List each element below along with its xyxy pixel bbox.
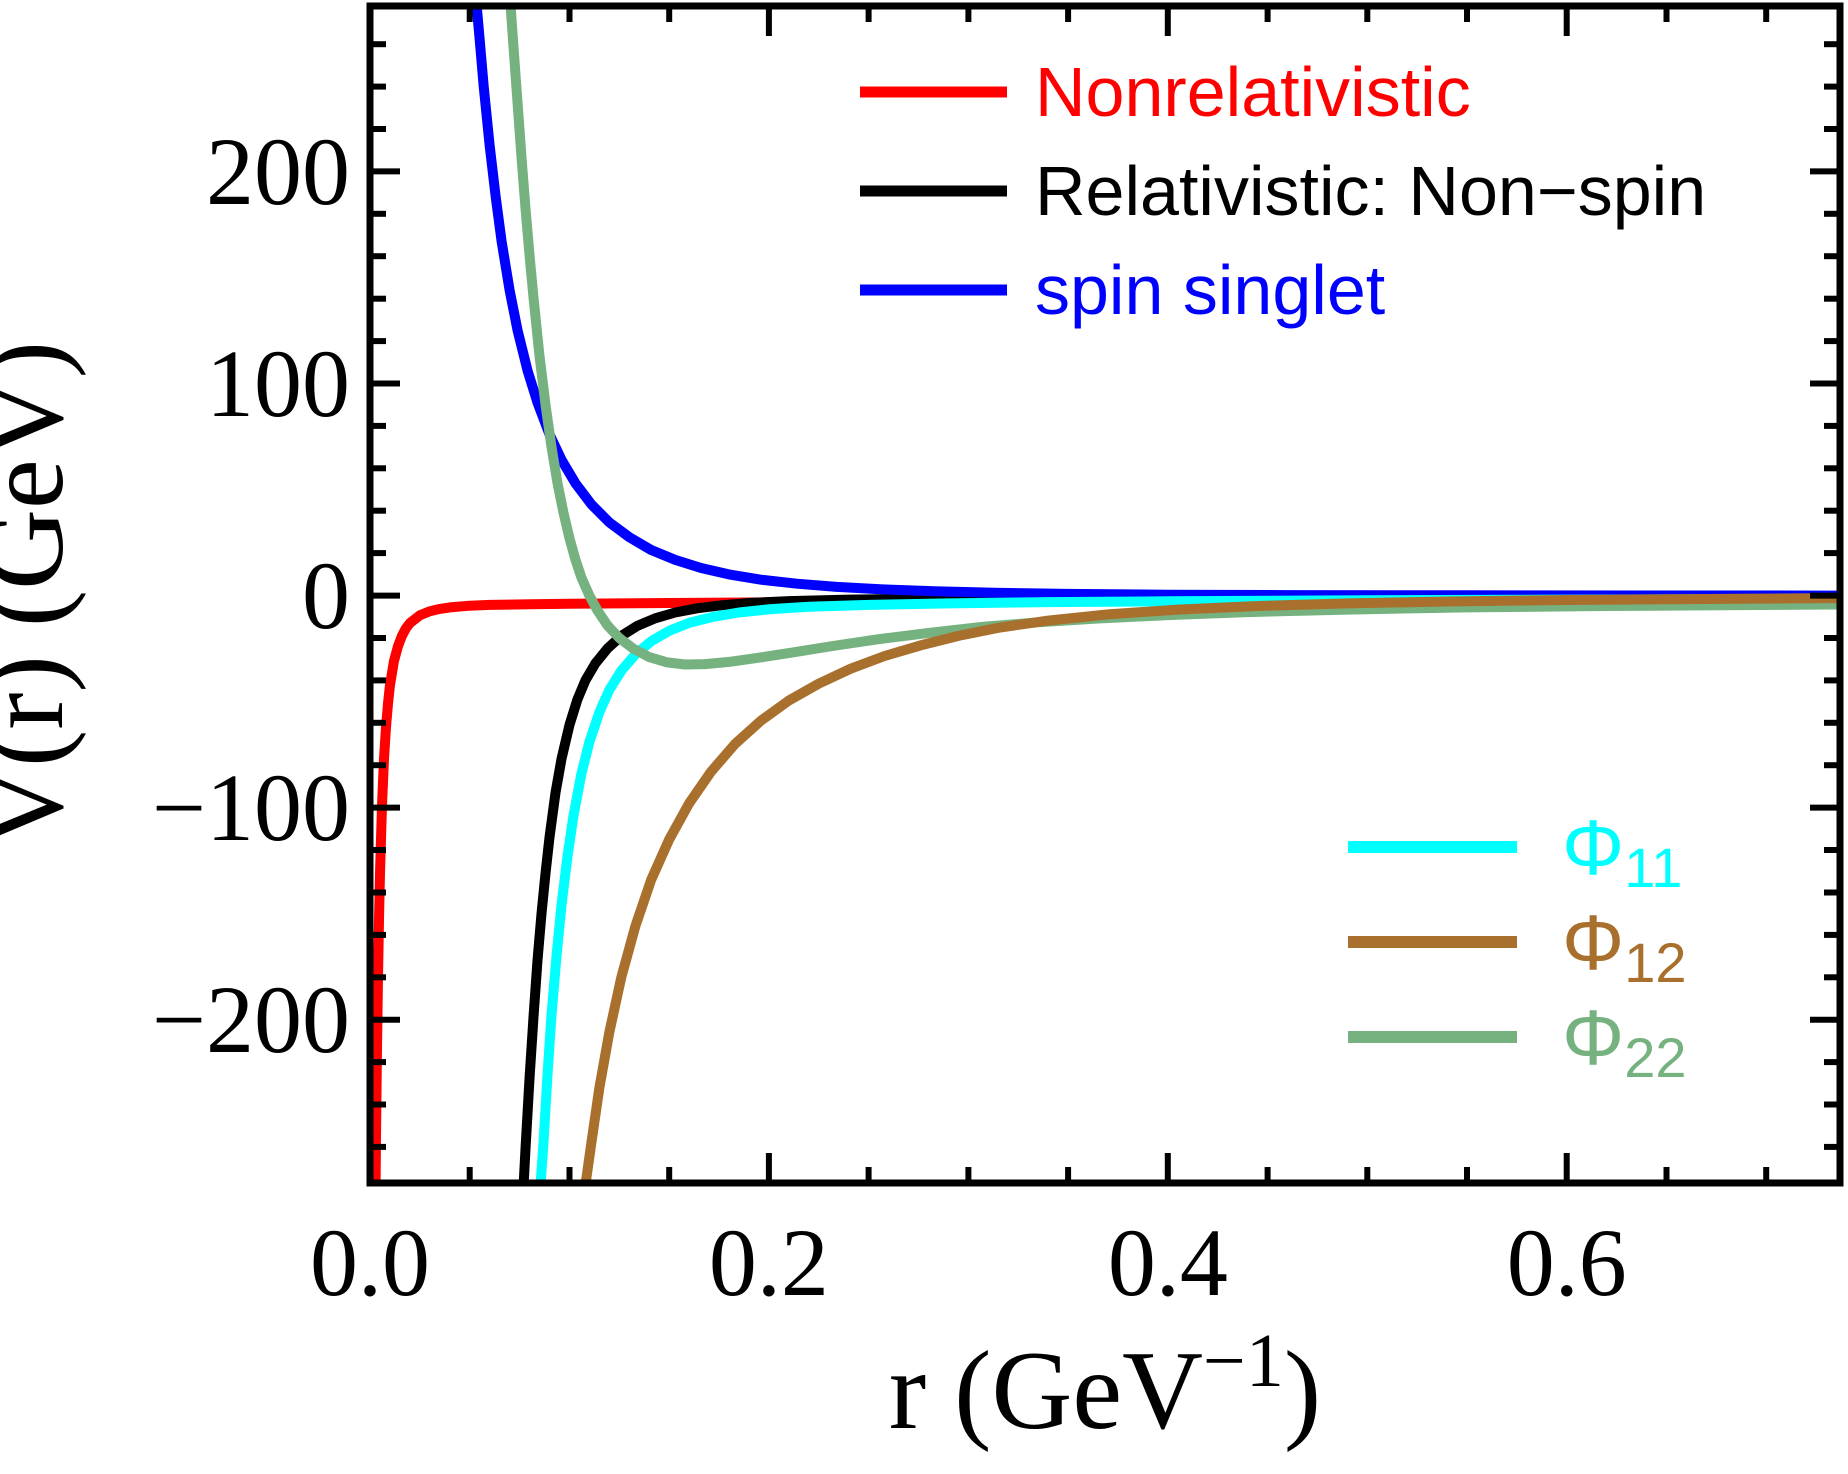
curve-phi12	[580, 593, 1837, 1181]
x-tick-label-0.0: 0.0	[310, 1209, 430, 1316]
y-tick-label--100: −100	[152, 754, 350, 861]
x-tick-label-0.6: 0.6	[1507, 1209, 1627, 1316]
legend-item-phi22: Φ22	[1348, 993, 1687, 1089]
legend-item-phi12: Φ12	[1348, 898, 1687, 994]
legend-item-phi11: Φ11	[1348, 803, 1682, 899]
legend-label-nonrelativistic: Nonrelativistic	[1035, 53, 1471, 131]
y-axis-title: V(r) (GeV)	[0, 341, 87, 848]
legend-label-phi12: Φ12	[1562, 898, 1687, 994]
curves-group	[373, 8, 1837, 1181]
y-tick-label-100: 100	[206, 330, 350, 437]
curve-spin-singlet	[471, 8, 1837, 601]
x-axis-title: r (GeV−1)	[889, 1319, 1321, 1453]
legend-label-phi22: Φ22	[1562, 993, 1687, 1089]
curve-phi11	[535, 594, 1837, 1181]
y-tick-label-200: 200	[206, 118, 350, 225]
y-tick-label--200: −200	[152, 966, 350, 1073]
legend-item-nonrelativistic: Nonrelativistic	[860, 53, 1471, 131]
y-tick-label-0: 0	[302, 542, 350, 649]
x-tick-label-0.4: 0.4	[1108, 1209, 1228, 1316]
legend-label-relativistic-non-spin: Relativistic: Non−spin	[1035, 152, 1706, 230]
ticks-group	[367, 6, 1840, 1183]
legend-item-relativistic-non-spin: Relativistic: Non−spin	[860, 152, 1706, 230]
x-tick-label-0.2: 0.2	[709, 1209, 829, 1316]
legend-label-spin-singlet: spin singlet	[1035, 251, 1385, 329]
legend-top: Nonrelativistic Relativistic: Non−spin spi…	[860, 53, 1706, 329]
legend-item-spin-singlet: spin singlet	[860, 251, 1385, 329]
legend-label-phi11: Φ11	[1562, 803, 1682, 899]
